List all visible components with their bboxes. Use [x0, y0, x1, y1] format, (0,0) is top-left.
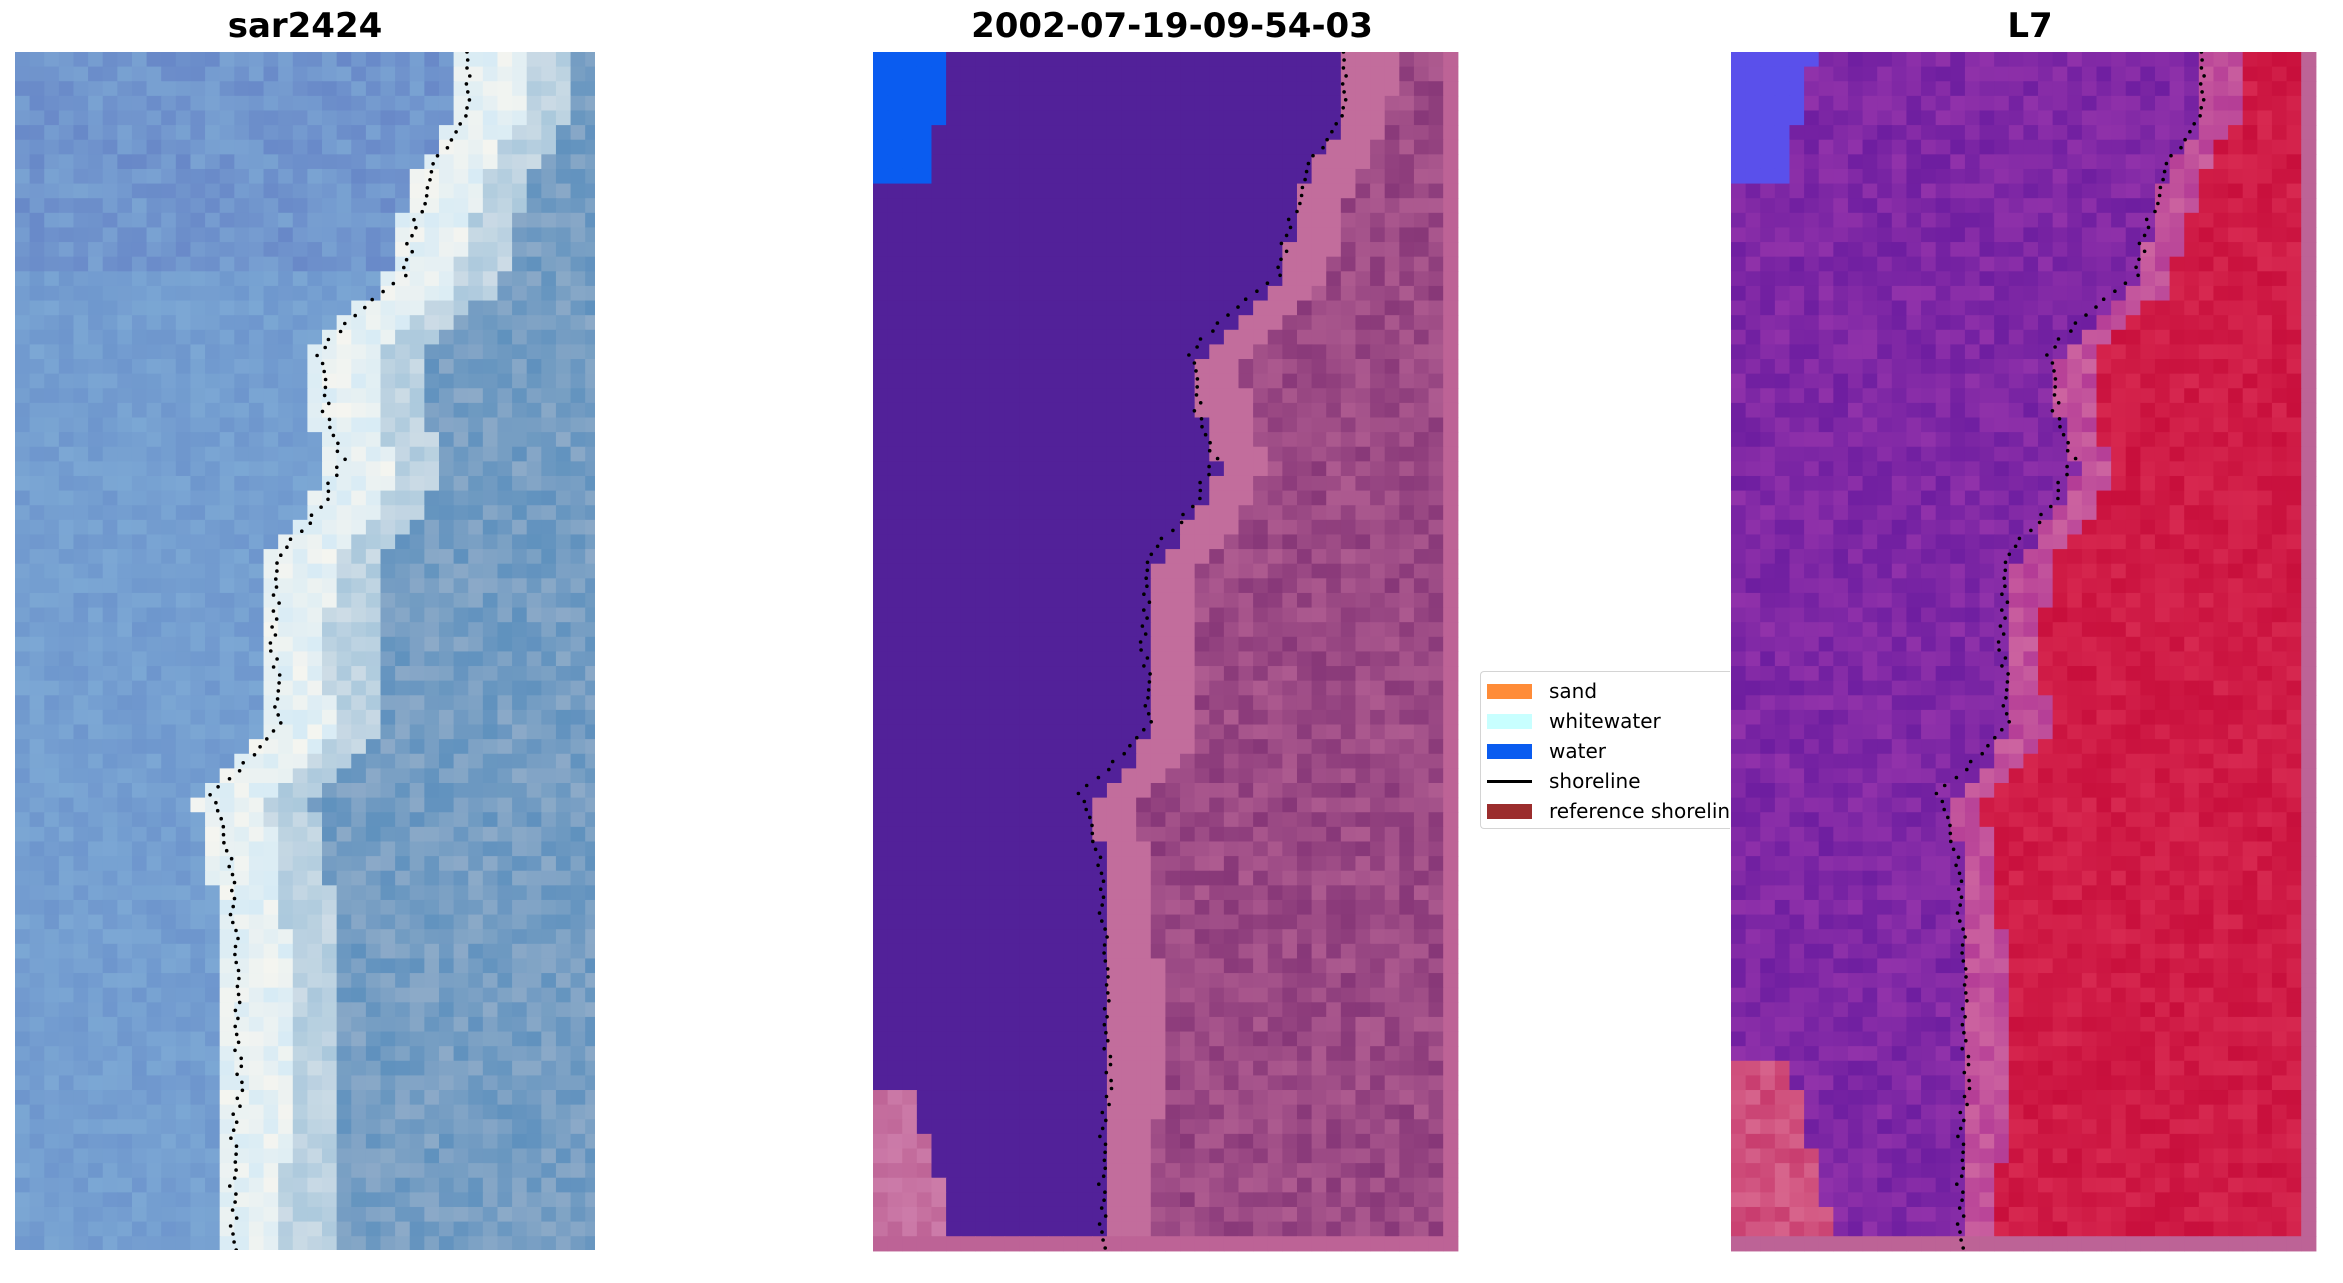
- shoreline-line-swatch: [1487, 780, 1532, 783]
- legend-item-reference-shoreline: reference shoreline: [1481, 796, 1730, 826]
- legend-label-shoreline: shoreline: [1549, 769, 1641, 793]
- classification-image: [873, 52, 1459, 1252]
- detected-shoreline: [1076, 52, 1348, 1250]
- legend-item-water: water: [1481, 736, 1730, 766]
- index-image-panel: [1731, 52, 2329, 1268]
- water-swatch: [1487, 744, 1532, 759]
- classification-image-panel: [873, 52, 1471, 1268]
- panel-title-classification: 2002-07-19-09-54-03: [971, 6, 1373, 46]
- legend-item-sand: sand: [1481, 676, 1730, 706]
- whitewater-swatch: [1487, 714, 1532, 729]
- sand-swatch: [1487, 684, 1532, 699]
- legend-label-reference-shoreline: reference shoreline: [1549, 799, 1730, 823]
- legend: sand whitewater water shoreline referenc…: [1480, 671, 1730, 829]
- legend-item-whitewater: whitewater: [1481, 706, 1730, 736]
- legend-label-sand: sand: [1549, 679, 1598, 703]
- detected-shoreline: [208, 52, 472, 1250]
- legend-item-shoreline: shoreline: [1481, 766, 1730, 796]
- panel-title-index: L7: [2007, 6, 2053, 46]
- index-image: [1731, 52, 2317, 1252]
- reference-shoreline-swatch: [1487, 804, 1532, 819]
- rgb-image: [15, 52, 595, 1250]
- legend-label-water: water: [1549, 739, 1606, 763]
- panel-title-rgb: sar2424: [227, 6, 383, 46]
- rgb-image-panel: [15, 52, 595, 1250]
- legend-label-whitewater: whitewater: [1549, 709, 1661, 733]
- detected-shoreline: [1934, 52, 2206, 1250]
